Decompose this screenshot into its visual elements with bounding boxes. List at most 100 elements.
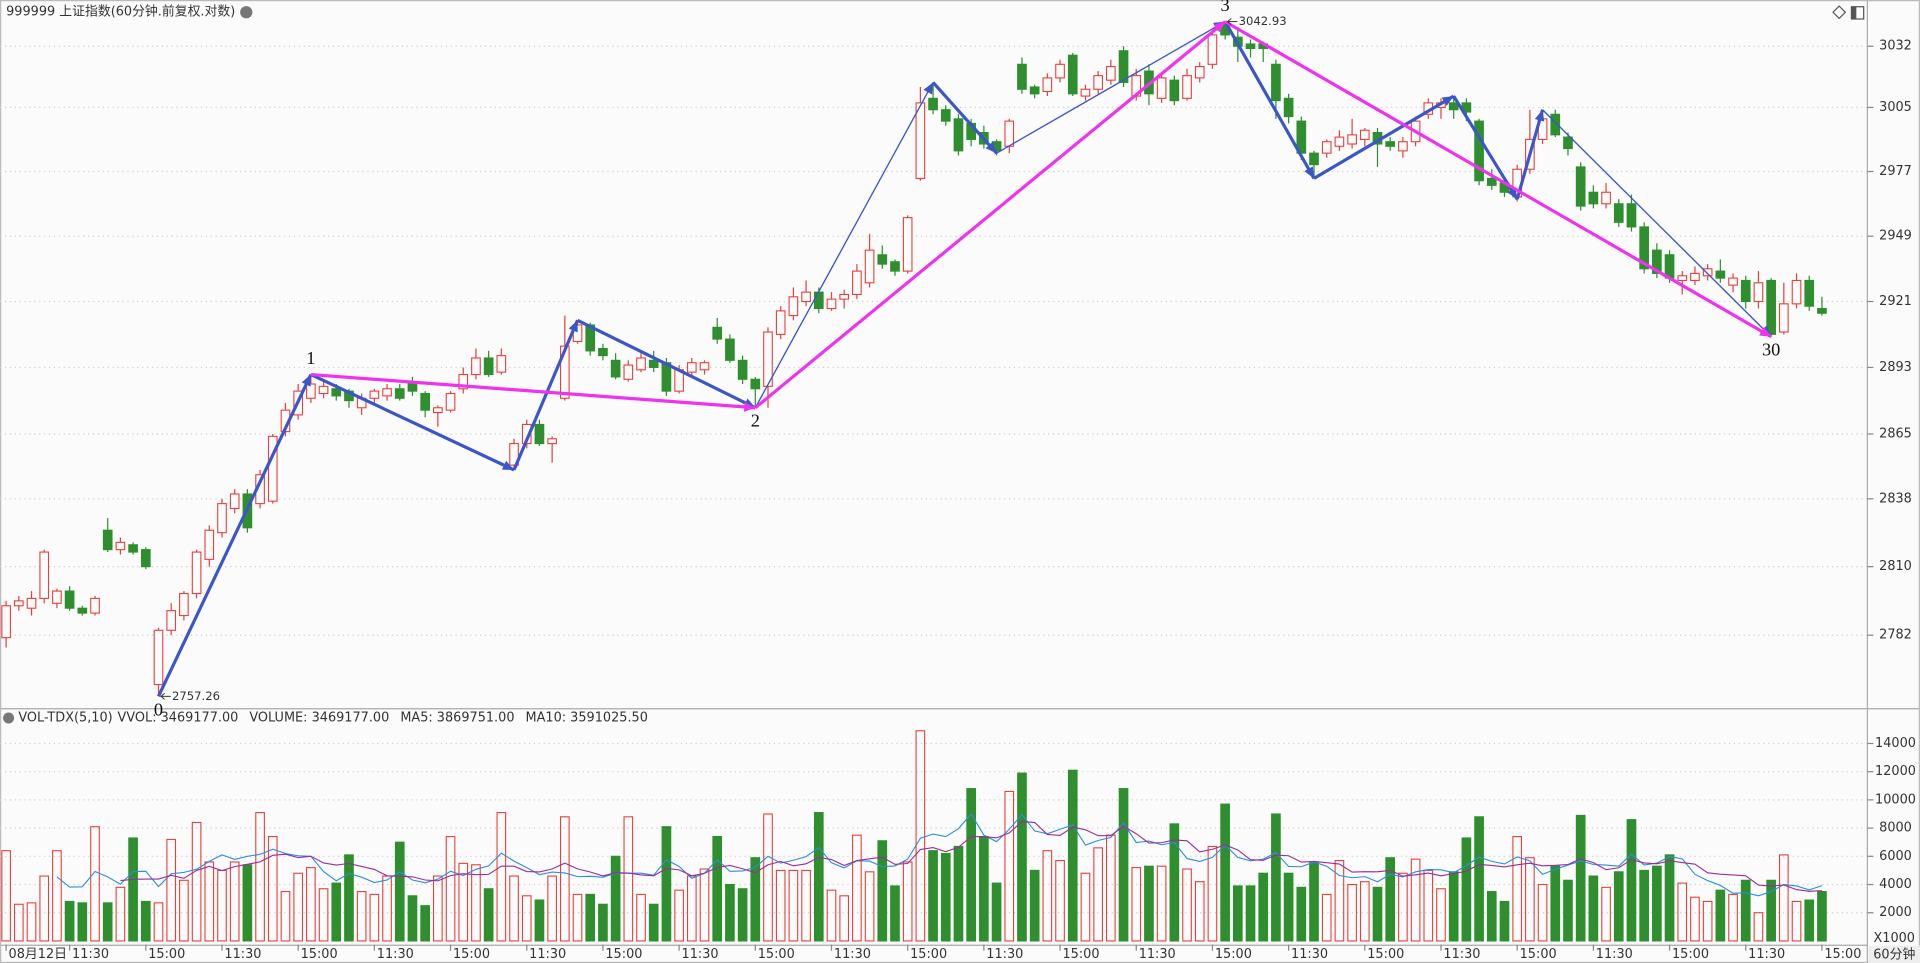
volume-bar bbox=[826, 889, 837, 942]
candle-body bbox=[1486, 177, 1497, 186]
x-tick-label: 15:00 bbox=[1520, 947, 1557, 962]
volume-bar bbox=[356, 891, 367, 942]
candle-body bbox=[1271, 63, 1281, 102]
candle-body bbox=[1042, 77, 1053, 93]
volume-bar bbox=[1220, 803, 1230, 942]
volume-bar bbox=[64, 900, 75, 942]
volume-bar bbox=[1423, 869, 1434, 942]
candle-body bbox=[1690, 272, 1700, 281]
candle-body bbox=[852, 270, 862, 296]
candle-body bbox=[39, 551, 50, 599]
volume-bar bbox=[890, 885, 900, 942]
wave-line bbox=[931, 81, 998, 155]
candle-body bbox=[179, 592, 189, 617]
candle-body bbox=[26, 597, 37, 609]
candle-body bbox=[229, 493, 240, 510]
volume-bar bbox=[1258, 872, 1269, 942]
volume-bar bbox=[788, 869, 799, 942]
volume-bar bbox=[763, 813, 773, 942]
wave-line bbox=[310, 372, 756, 410]
volume-bar bbox=[1474, 816, 1484, 942]
volume-bar bbox=[13, 903, 24, 942]
y-tick-label: 12000 bbox=[1875, 764, 1916, 779]
x-tick-label: 11:30 bbox=[1291, 947, 1328, 962]
volume-bar bbox=[953, 845, 964, 942]
candle-body bbox=[445, 392, 456, 411]
volume-bar bbox=[1461, 837, 1472, 942]
volume-bar bbox=[1779, 854, 1789, 942]
readout: MA5: 3869751.00 bbox=[400, 710, 514, 725]
volume-bar bbox=[191, 821, 202, 942]
volume-bar bbox=[483, 888, 494, 942]
candle-body bbox=[1017, 63, 1027, 90]
candle-body bbox=[890, 261, 900, 272]
candle-body bbox=[1283, 97, 1294, 118]
volume-bar bbox=[1525, 857, 1535, 942]
candle-body bbox=[915, 102, 926, 179]
candle-body bbox=[750, 378, 761, 390]
candle-body bbox=[686, 362, 697, 373]
volume-bar bbox=[1080, 872, 1091, 942]
x-tick-label: 15:00 bbox=[301, 947, 338, 962]
volume-bar bbox=[559, 816, 570, 942]
y-tick-label: 2782 bbox=[1879, 628, 1912, 643]
volume-bar bbox=[940, 852, 951, 942]
volume-bar bbox=[90, 826, 100, 942]
volume-bar bbox=[1334, 859, 1345, 942]
volume-bar bbox=[1, 850, 11, 942]
title-menu-icon[interactable] bbox=[240, 6, 253, 19]
wave-line bbox=[1542, 109, 1772, 338]
x-tick-label: 11:30 bbox=[224, 947, 261, 962]
volume-bar bbox=[1436, 888, 1446, 942]
volume-bar bbox=[1144, 865, 1154, 942]
volume-bar bbox=[1486, 891, 1497, 942]
candle-body bbox=[318, 385, 329, 395]
wave-label: 30 bbox=[1762, 340, 1780, 360]
volume-bar bbox=[852, 834, 862, 942]
volume-bar bbox=[801, 869, 811, 942]
volume-bar bbox=[1232, 885, 1243, 942]
candle-body bbox=[1169, 79, 1180, 102]
candle-body bbox=[204, 529, 215, 560]
volume-bar bbox=[166, 838, 177, 942]
volume-bar bbox=[1347, 883, 1357, 942]
volume-bar bbox=[77, 902, 88, 942]
x-tick-label: 15:00 bbox=[453, 947, 490, 962]
volume-bar bbox=[648, 903, 659, 942]
y-tick-label: 3005 bbox=[1879, 100, 1912, 115]
candle-body bbox=[52, 590, 62, 604]
volume-bar bbox=[1398, 872, 1408, 942]
candle-body bbox=[267, 435, 278, 502]
candle-body bbox=[813, 291, 824, 310]
candle-body bbox=[331, 388, 342, 397]
period-box[interactable] bbox=[1868, 945, 1920, 963]
volume-bar bbox=[1156, 865, 1167, 942]
volume-bar bbox=[1359, 881, 1370, 942]
candle-body bbox=[699, 362, 710, 371]
period-label[interactable]: 60分钟 bbox=[1873, 947, 1915, 963]
candle-body bbox=[1474, 120, 1484, 182]
volume-bar bbox=[610, 855, 621, 942]
x-tick-label: 11:30 bbox=[377, 947, 414, 962]
indicator-name: VOL-TDX(5,10) bbox=[18, 710, 112, 725]
y-tick-label: 6000 bbox=[1879, 849, 1912, 864]
volume-bar bbox=[267, 836, 278, 942]
volume-bar bbox=[636, 893, 646, 942]
volume-bar bbox=[407, 895, 418, 942]
candle-body bbox=[115, 541, 126, 551]
volume-bar bbox=[737, 888, 748, 942]
volume-bar bbox=[369, 893, 380, 942]
candle-body bbox=[1156, 77, 1167, 99]
wave-line bbox=[1452, 95, 1519, 201]
candle-body bbox=[1563, 136, 1573, 150]
candle-body bbox=[1766, 279, 1776, 335]
x-tick-label: 11:30 bbox=[1139, 947, 1176, 962]
candle-body bbox=[306, 383, 316, 399]
volume-bar bbox=[661, 826, 672, 942]
indicator-menu-icon[interactable] bbox=[3, 712, 15, 724]
wave-line bbox=[996, 21, 1226, 154]
volume-bar bbox=[1791, 900, 1802, 942]
toolbar-icon[interactable] bbox=[1832, 5, 1847, 20]
candle-body bbox=[1055, 63, 1065, 79]
volume-bar bbox=[775, 869, 786, 942]
